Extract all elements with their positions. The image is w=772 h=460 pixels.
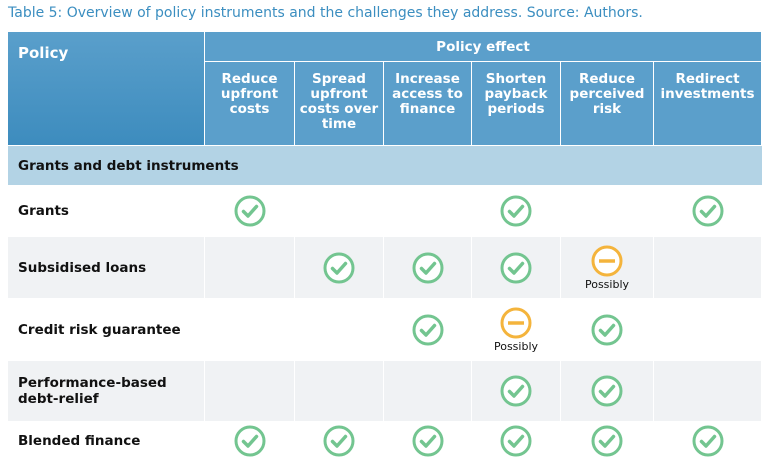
cell <box>384 186 472 237</box>
cell <box>295 361 384 422</box>
cell: Possibly <box>472 299 561 361</box>
cell <box>205 186 295 237</box>
cell <box>205 422 295 460</box>
column-header: Shorten payback periods <box>472 62 561 146</box>
row-label: Grants <box>8 186 205 237</box>
cell <box>472 361 561 422</box>
possibly-icon <box>591 245 623 276</box>
row-label: Blended finance <box>8 422 205 460</box>
check-icon <box>234 425 265 456</box>
cell <box>384 361 472 422</box>
column-header: Redirect investments <box>654 62 762 146</box>
section-row: Grants and debt instruments <box>8 146 762 186</box>
cell <box>654 299 762 361</box>
cell <box>205 361 295 422</box>
check-icon <box>500 425 532 456</box>
possibly-label: Possibly <box>584 277 630 291</box>
effect-header: Policy effect <box>205 32 762 62</box>
column-header: Spread upfront costs over time <box>295 62 384 146</box>
cell <box>384 422 472 460</box>
check-icon <box>692 425 723 456</box>
check-icon <box>412 425 443 456</box>
column-header: Reduce perceived risk <box>561 62 654 146</box>
cell <box>654 237 762 299</box>
row-label: Performance-based debt-relief <box>8 361 205 422</box>
cell <box>654 422 762 460</box>
cell <box>654 361 762 422</box>
check-icon <box>692 195 723 227</box>
column-header: Increase access to finance <box>384 62 472 146</box>
column-header: Reduce upfront costs <box>205 62 295 146</box>
cell <box>561 422 654 460</box>
possibly-label: Possibly <box>493 339 539 353</box>
cell <box>561 299 654 361</box>
check-icon <box>234 195 265 227</box>
check-icon <box>500 252 532 283</box>
cell <box>384 237 472 299</box>
check-icon <box>412 252 443 283</box>
cell <box>295 186 384 237</box>
cell <box>205 237 295 299</box>
cell <box>295 422 384 460</box>
check-icon <box>591 375 623 407</box>
cell <box>205 299 295 361</box>
cell <box>295 299 384 361</box>
cell <box>295 237 384 299</box>
check-icon <box>323 425 355 456</box>
cell <box>384 299 472 361</box>
cell <box>472 186 561 237</box>
cell <box>472 422 561 460</box>
policy-header: Policy <box>8 32 205 146</box>
check-icon <box>323 252 355 283</box>
cell: Possibly <box>561 237 654 299</box>
cell <box>561 186 654 237</box>
check-icon <box>412 314 443 345</box>
caption: Table 5: Overview of policy instruments … <box>8 5 643 21</box>
cell <box>472 237 561 299</box>
row-label: Credit risk guarantee <box>8 299 205 361</box>
check-icon <box>500 375 532 407</box>
row-label: Subsidised loans <box>8 237 205 299</box>
check-icon <box>500 195 532 227</box>
cell <box>561 361 654 422</box>
check-icon <box>591 314 623 345</box>
possibly-icon <box>500 307 532 338</box>
cell <box>654 186 762 237</box>
check-icon <box>591 425 623 456</box>
